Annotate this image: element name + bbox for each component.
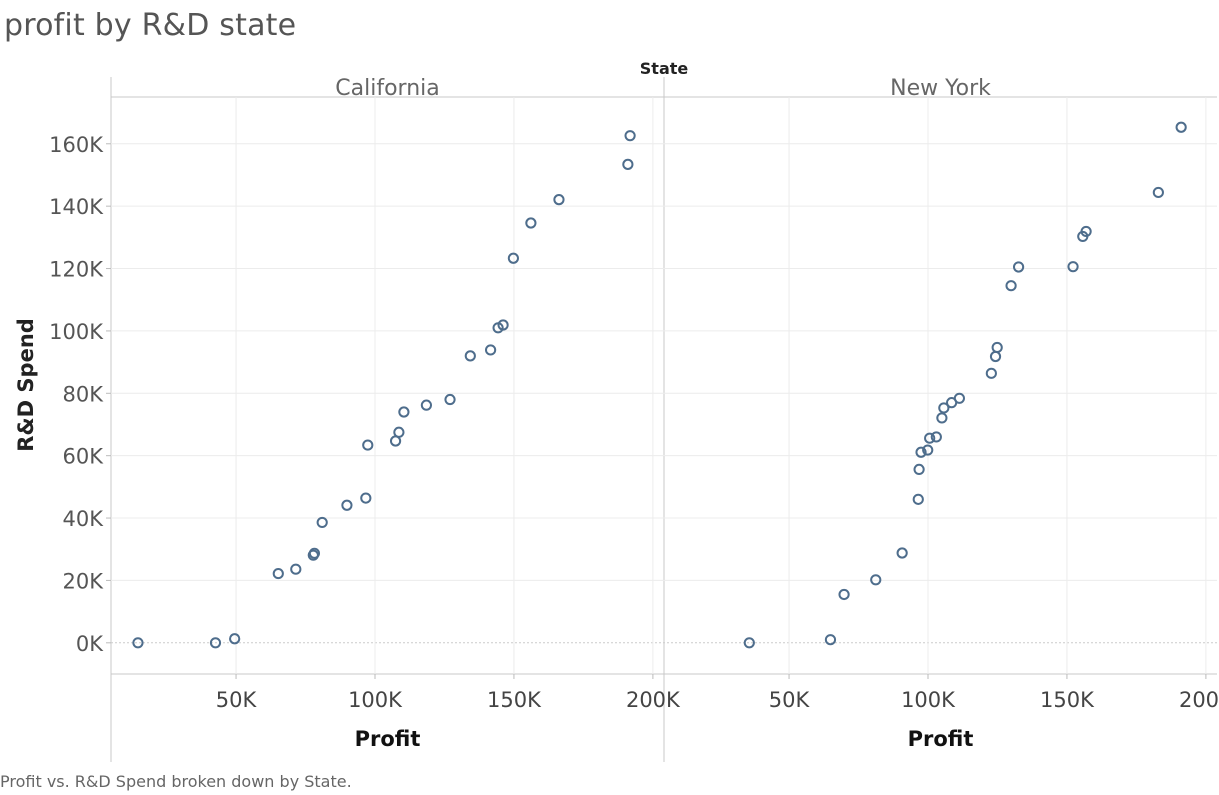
data-point [290, 563, 302, 575]
data-point [913, 463, 925, 475]
data-point [838, 588, 850, 601]
y-tick-label: 0K [76, 632, 104, 656]
panel-label-new-york: New York [890, 76, 991, 101]
data-point [1080, 225, 1092, 238]
x-axis-label: Profit [355, 727, 421, 751]
data-point [936, 412, 948, 424]
data-point [484, 344, 497, 356]
y-tick-label: 20K [63, 569, 105, 593]
data-point [624, 130, 636, 142]
data-point [870, 574, 882, 586]
x-tick-label: 50K [216, 688, 258, 712]
x-tick-label: 150K [487, 688, 542, 712]
data-point [985, 367, 997, 379]
y-tick-label: 140K [49, 195, 104, 219]
data-point [989, 350, 1002, 363]
page-title: profit by R&D state [4, 8, 297, 43]
x-tick-label: 50K [769, 688, 811, 712]
x-tick-label: 100K [901, 688, 956, 712]
data-point [553, 194, 565, 206]
data-point [525, 217, 537, 229]
data-point [341, 499, 353, 511]
data-point [464, 350, 476, 362]
data-point [209, 637, 222, 649]
data-point [497, 319, 509, 331]
data-point [938, 402, 950, 414]
data-point [915, 446, 927, 458]
data-point [922, 444, 934, 456]
x-tick-label: 100K [348, 688, 403, 712]
data-point [444, 393, 456, 406]
data-point [743, 637, 755, 649]
data-point [1005, 280, 1017, 292]
data-point [896, 547, 908, 559]
data-point [622, 158, 634, 170]
data-point [398, 406, 410, 418]
data-point [991, 341, 1003, 354]
data-point [953, 392, 965, 404]
data-point [924, 432, 936, 444]
chart-layer: 0K 20K 40K 60K 80K 100K 120K 140K 160K 50K 100K 150… [49, 76, 1219, 762]
data-point [930, 431, 942, 443]
data-point [1152, 186, 1164, 199]
chart-caption: Profit vs. R&D Spend broken down by Stat… [0, 772, 352, 791]
data-point [308, 547, 321, 559]
y-tick-label: 100K [49, 320, 104, 344]
data-point [1067, 261, 1079, 273]
x-tick-label: 200K [626, 688, 681, 712]
data-point [1012, 261, 1025, 273]
data-point [272, 567, 284, 580]
data-point [912, 493, 924, 505]
data-point [824, 634, 837, 646]
x-axis-label: Profit [908, 727, 974, 751]
y-tick-label: 120K [49, 258, 104, 282]
data-point [360, 492, 372, 504]
data-point [420, 399, 433, 411]
data-point [362, 439, 374, 451]
y-tick-label: 80K [63, 382, 105, 406]
y-tick-label: 40K [63, 507, 105, 531]
facet-header-label: State [640, 59, 689, 78]
data-point [393, 426, 405, 438]
x-tick-label: 200K [1179, 688, 1219, 712]
data-point [316, 516, 328, 529]
y-axis-label: R&D Spend [14, 318, 38, 452]
panel-label-california: California [335, 76, 439, 101]
data-point [507, 252, 519, 264]
data-point [229, 633, 241, 645]
data-point [132, 637, 144, 649]
data-point [1175, 121, 1187, 133]
y-tick-label: 60K [63, 445, 105, 469]
x-tick-label: 150K [1040, 688, 1095, 712]
y-tick-label: 160K [49, 133, 104, 157]
